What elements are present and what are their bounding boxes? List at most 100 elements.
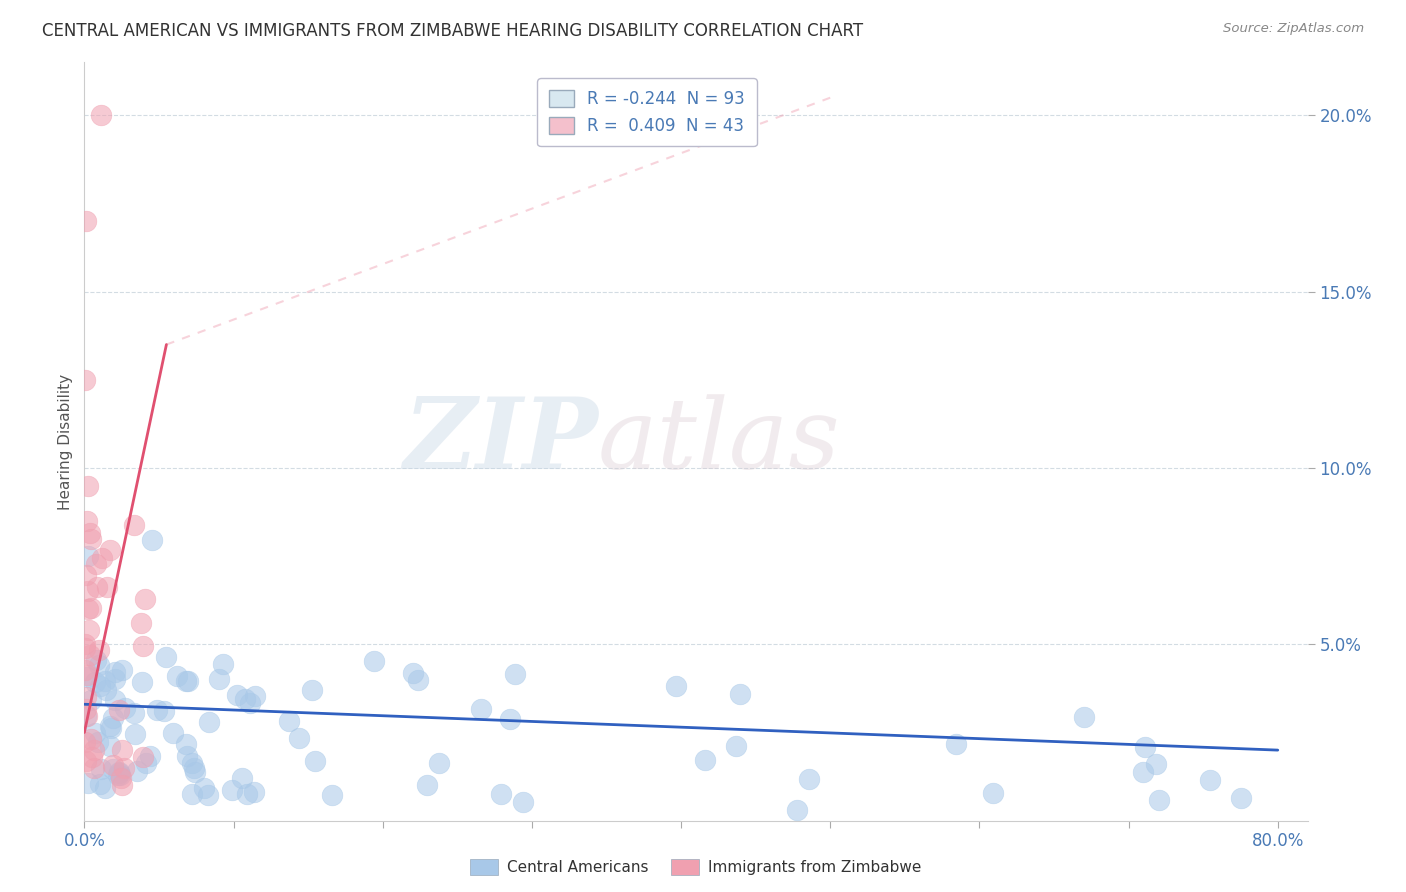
Point xyxy=(104,693,127,707)
Point xyxy=(75,637,97,651)
Point xyxy=(489,787,512,801)
Point xyxy=(470,702,492,716)
Point xyxy=(180,788,202,802)
Point xyxy=(1132,764,1154,779)
Y-axis label: Hearing Disability: Hearing Disability xyxy=(58,374,73,509)
Point xyxy=(100,721,122,735)
Point xyxy=(76,776,98,790)
Point xyxy=(695,753,717,767)
Point xyxy=(98,542,121,557)
Point xyxy=(75,568,97,582)
Point xyxy=(233,691,256,706)
Point xyxy=(288,731,311,746)
Point xyxy=(86,580,108,594)
Point xyxy=(76,584,98,599)
Point xyxy=(76,514,98,528)
Point xyxy=(304,754,326,768)
Point xyxy=(174,674,197,689)
Point xyxy=(427,756,450,771)
Point xyxy=(80,732,103,747)
Point xyxy=(108,703,131,717)
Point xyxy=(93,673,115,688)
Point xyxy=(108,765,131,780)
Point xyxy=(146,703,169,717)
Point xyxy=(122,706,145,720)
Point xyxy=(193,780,215,795)
Point xyxy=(103,711,125,725)
Point xyxy=(225,688,247,702)
Point xyxy=(155,650,177,665)
Point xyxy=(91,551,114,566)
Point xyxy=(80,601,103,615)
Point xyxy=(90,762,112,776)
Point xyxy=(87,657,110,672)
Point xyxy=(177,674,200,689)
Point xyxy=(231,771,253,785)
Point xyxy=(80,532,103,546)
Point xyxy=(79,525,101,540)
Legend: Central Americans, Immigrants from Zimbabwe: Central Americans, Immigrants from Zimba… xyxy=(464,853,928,881)
Point xyxy=(197,788,219,802)
Point xyxy=(103,665,125,680)
Point xyxy=(111,778,134,792)
Point xyxy=(176,748,198,763)
Point xyxy=(89,777,111,791)
Point xyxy=(799,772,821,786)
Point xyxy=(75,373,97,387)
Point xyxy=(131,674,153,689)
Point xyxy=(107,765,129,780)
Point xyxy=(1135,740,1157,755)
Point xyxy=(75,755,97,769)
Point xyxy=(141,533,163,548)
Point xyxy=(77,623,100,637)
Point xyxy=(981,786,1004,800)
Point xyxy=(101,762,124,776)
Point xyxy=(1144,756,1167,771)
Point xyxy=(166,669,188,683)
Point xyxy=(83,743,105,757)
Point xyxy=(100,739,122,754)
Point xyxy=(416,778,439,792)
Point xyxy=(945,737,967,751)
Point xyxy=(122,518,145,533)
Point xyxy=(77,549,100,564)
Point xyxy=(665,679,688,693)
Text: atlas: atlas xyxy=(598,394,841,489)
Point xyxy=(132,639,155,653)
Point xyxy=(135,756,157,770)
Point xyxy=(104,672,127,686)
Point xyxy=(114,701,136,715)
Point xyxy=(107,767,129,781)
Point xyxy=(512,795,534,809)
Point xyxy=(1230,791,1253,805)
Point xyxy=(243,689,266,703)
Point xyxy=(221,783,243,797)
Point xyxy=(111,663,134,677)
Point xyxy=(75,702,97,716)
Point xyxy=(112,761,135,775)
Point xyxy=(94,781,117,796)
Point xyxy=(1073,710,1095,724)
Point xyxy=(162,725,184,739)
Point xyxy=(75,735,97,749)
Point xyxy=(75,214,97,228)
Point xyxy=(76,602,98,616)
Point xyxy=(129,615,152,630)
Point xyxy=(108,768,131,782)
Point xyxy=(183,761,205,775)
Point xyxy=(90,108,112,122)
Point xyxy=(98,719,121,733)
Point xyxy=(96,580,118,594)
Point xyxy=(132,750,155,764)
Point xyxy=(124,726,146,740)
Point xyxy=(87,643,110,657)
Point xyxy=(84,653,107,667)
Text: ZIP: ZIP xyxy=(404,393,598,490)
Point xyxy=(76,690,98,704)
Point xyxy=(75,663,97,677)
Point xyxy=(236,787,259,801)
Point xyxy=(321,788,343,802)
Point xyxy=(180,756,202,770)
Point xyxy=(152,705,174,719)
Point xyxy=(83,675,105,690)
